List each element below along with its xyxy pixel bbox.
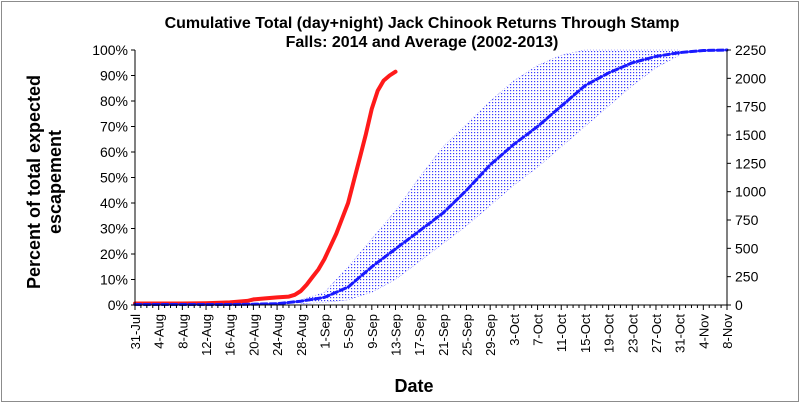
x-tick-label: 11-Oct (554, 314, 569, 352)
x-tick-label: 4-Nov (696, 314, 711, 349)
y-left-tick-label: 70% (100, 119, 128, 135)
x-tick-label: 12-Aug (199, 314, 214, 356)
axes (131, 49, 731, 310)
chart-title-line-2: Falls: 2014 and Average (2002-2013) (286, 34, 559, 51)
y-right-tick-label: 500 (735, 240, 759, 256)
y-left-tick-label: 60% (100, 144, 128, 160)
y-right-tick-label: 250 (735, 269, 759, 285)
y-right-tick-label: 0 (735, 297, 743, 313)
y-left-tick-label: 40% (100, 195, 128, 211)
y-axis-label-line-2: escapement (45, 130, 65, 234)
x-tick-label: 31-Oct (673, 314, 688, 353)
x-tick-label: 9-Sep (365, 314, 380, 349)
y-left-tick-label: 80% (100, 93, 128, 109)
x-tick-label: 24-Aug (270, 314, 285, 356)
x-tick-label: 25-Sep (460, 314, 475, 356)
chart-title-line-1: Cumulative Total (day+night) Jack Chinoo… (165, 15, 680, 32)
x-tick-label: 4-Aug (152, 314, 167, 349)
y-right-tick-label: 1750 (735, 99, 766, 115)
x-tick-label: 31-Jul (128, 314, 143, 350)
y-left-tick-label: 20% (100, 246, 128, 262)
y-left-tick-label: 10% (100, 272, 128, 288)
average-series-line (133, 48, 729, 306)
y-left-tick-label: 50% (100, 170, 128, 186)
x-tick-label: 16-Aug (223, 314, 238, 356)
x-axis-label: Date (394, 376, 433, 396)
x-tick-label: 8-Nov (720, 314, 735, 349)
x-tick-label: 13-Sep (389, 314, 404, 356)
x-tick-label: 20-Aug (246, 314, 261, 356)
x-tick-label: 5-Sep (341, 314, 356, 349)
range-band-area (300, 49, 680, 304)
x-tick-label: 8-Aug (175, 314, 190, 349)
x-tick-label: 19-Oct (602, 314, 617, 353)
y-left-tick-label: 0% (108, 297, 128, 313)
y-left-tick-label: 30% (100, 221, 128, 237)
y-right-tick-label: 1500 (735, 127, 766, 143)
y-axis-label: Percent of total expected escapement (24, 75, 65, 289)
x-tick-label: 7-Oct (531, 314, 546, 346)
x-tick-label: 21-Sep (436, 314, 451, 356)
y-right-tick-label: 1250 (735, 155, 766, 171)
y-right-tick-label: 1000 (735, 184, 766, 200)
y-left-tick-label: 90% (100, 68, 128, 84)
x-tick-label: 15-Oct (578, 314, 593, 353)
y-right-tick-label: 2250 (735, 42, 766, 58)
x-tick-label: 28-Aug (294, 314, 309, 356)
x-tick-label: 29-Sep (483, 314, 498, 356)
x-tick-label: 27-Oct (649, 314, 664, 353)
x-tick-label: 3-Oct (507, 314, 522, 346)
x-tick-label: 23-Oct (625, 314, 640, 353)
y-right-tick-label: 2000 (735, 70, 766, 86)
tick-labels: 0% 10% 20% 30% 40% 50% 60% 70% 80% 90% 100% 0 250 500… (92, 42, 766, 356)
current-year-series-line (133, 69, 398, 306)
series-layer (133, 48, 729, 306)
y-right-tick-label: 750 (735, 212, 759, 228)
x-tick-label: 17-Sep (412, 314, 427, 356)
x-tick-label: 1-Sep (317, 314, 332, 349)
range-band (300, 49, 680, 304)
y-axis-label-line-1: Percent of total expected (24, 75, 44, 289)
y-left-tick-label: 100% (92, 42, 128, 58)
